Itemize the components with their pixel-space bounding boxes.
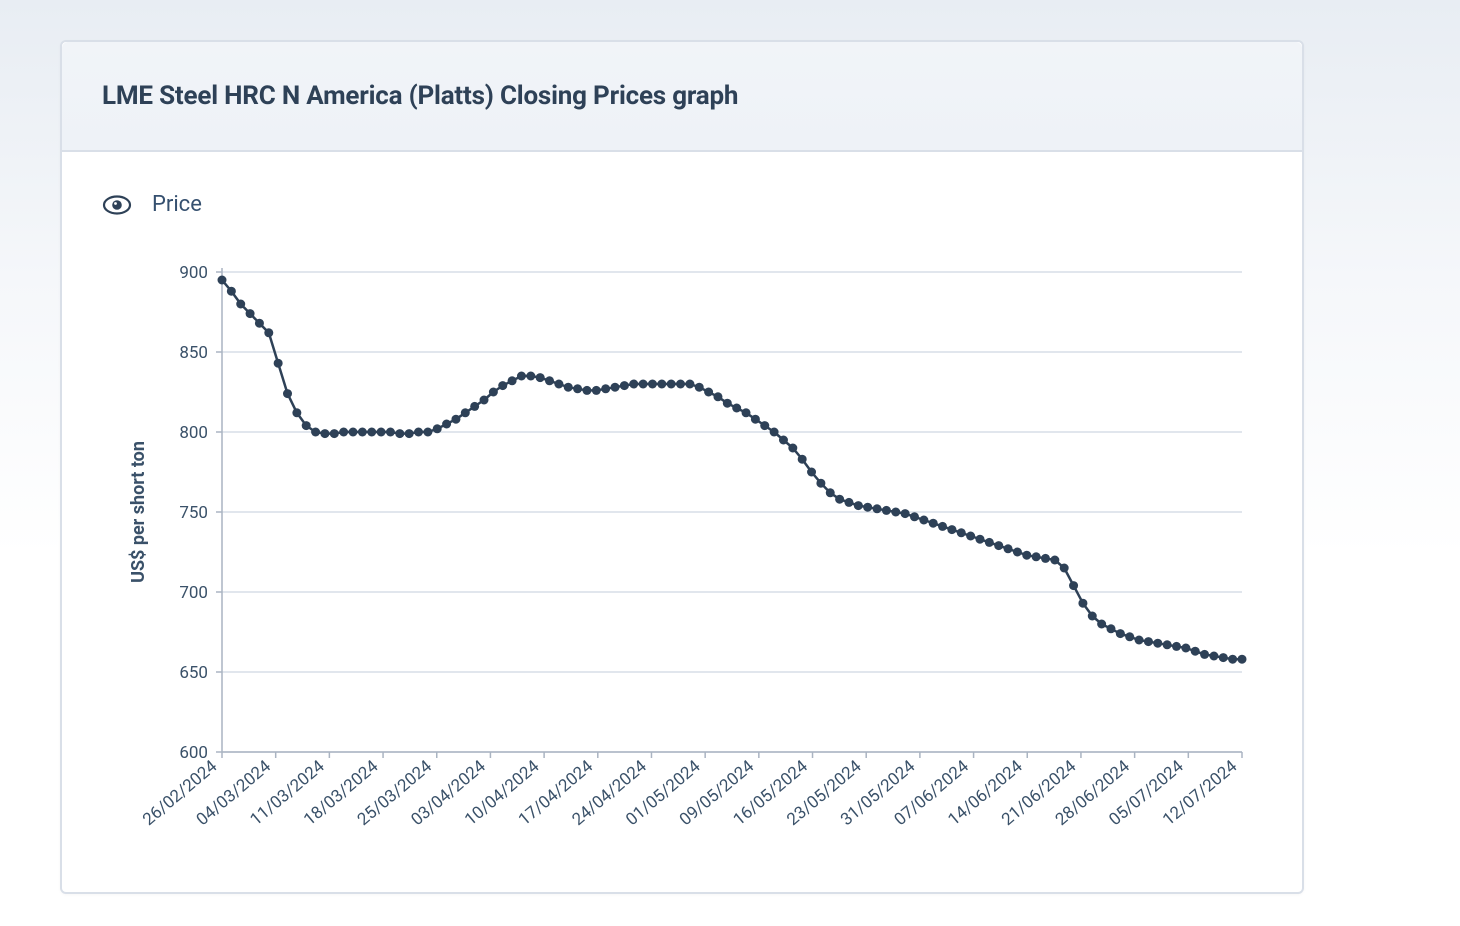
svg-text:750: 750	[179, 503, 208, 523]
svg-text:650: 650	[179, 663, 208, 683]
card-title: LME Steel HRC N America (Platts) Closing…	[102, 81, 738, 111]
svg-text:700: 700	[179, 583, 208, 603]
visibility-toggle-icon[interactable]	[102, 194, 132, 216]
chart-legend: Price	[102, 192, 202, 217]
svg-text:900: 900	[179, 263, 208, 283]
chart-area: 600650700750800850900US$ per short ton26…	[102, 252, 1262, 862]
legend-series-label[interactable]: Price	[152, 192, 202, 217]
svg-text:850: 850	[179, 343, 208, 363]
svg-text:US$ per short ton: US$ per short ton	[128, 441, 149, 583]
price-line-chart: 600650700750800850900US$ per short ton26…	[102, 252, 1262, 892]
card-header: LME Steel HRC N America (Platts) Closing…	[62, 42, 1302, 152]
svg-text:800: 800	[179, 423, 208, 443]
chart-card: LME Steel HRC N America (Platts) Closing…	[60, 40, 1304, 894]
